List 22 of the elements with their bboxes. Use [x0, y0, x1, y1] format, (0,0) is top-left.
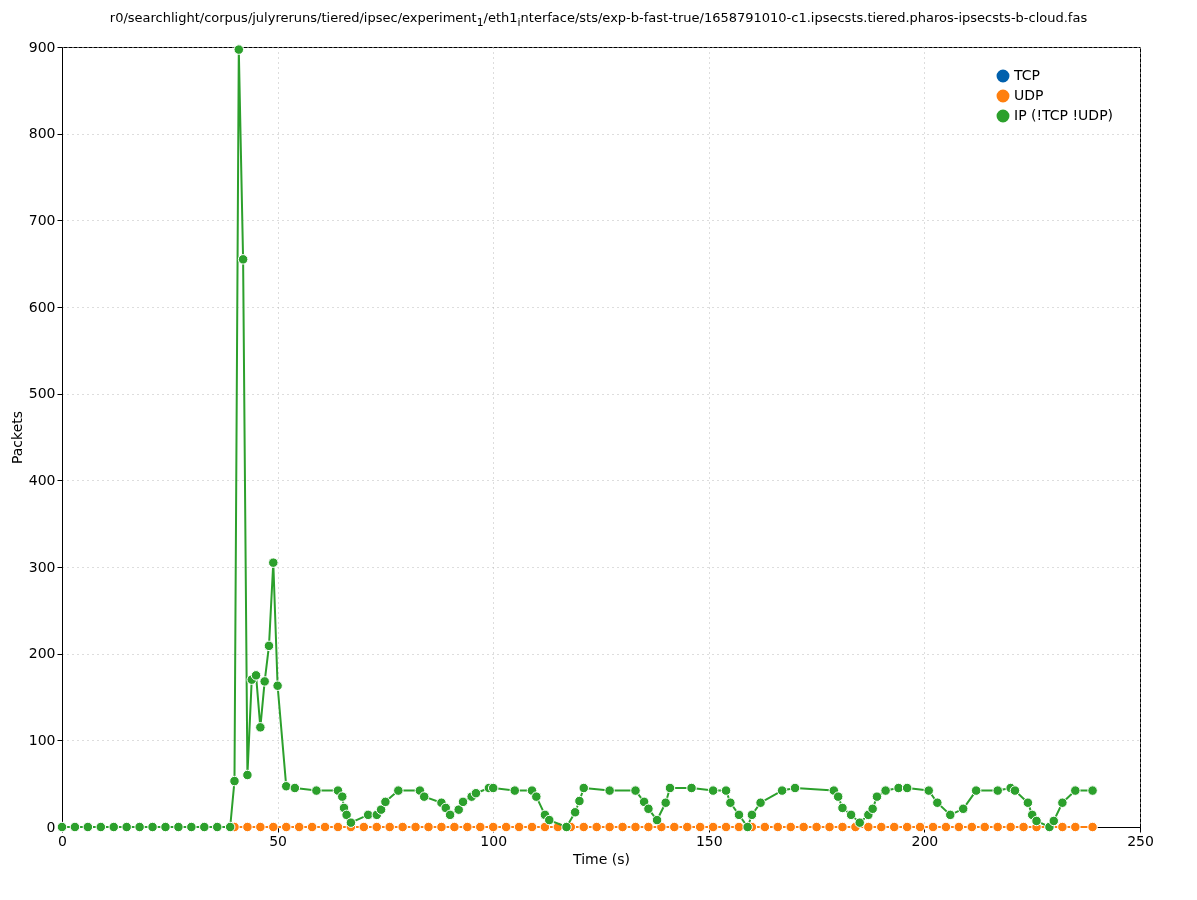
- y-tick-label: 900: [28, 38, 56, 55]
- chart-title: r0/searchlight/corpus/julyreruns/tiered/ipsec/experiment$_{1}$/eth1$_{i}$nterface/sts/exp-b-fast-true/1658791010-c1.ipsecsts.tiered.pharos-ipsecsts-b-cloud.fas: [108, 9, 1089, 31]
- y-tick-label: 400: [28, 471, 56, 488]
- legend-label: UDP: [1014, 87, 1044, 103]
- x-tick-label: 100: [480, 832, 508, 849]
- x-axis-title: Time (s): [572, 850, 630, 867]
- x-tick-label: 150: [695, 832, 723, 849]
- x-tick-label: 200: [911, 832, 939, 849]
- y-tick-label: 700: [28, 211, 56, 228]
- y-tick-label: 500: [28, 385, 56, 402]
- y-tick-label: 100: [28, 731, 56, 748]
- legend-label: TCP: [1013, 67, 1040, 83]
- y-axis-title: Packets: [8, 410, 25, 465]
- y-tick-label: 0: [46, 818, 56, 835]
- y-tick-label: 200: [28, 645, 56, 662]
- x-tick-label: 250: [1127, 832, 1154, 849]
- x-tick-label: 50: [269, 832, 288, 849]
- y-tick-label: 300: [28, 558, 56, 575]
- legend-label: IP (!TCP !UDP): [1014, 107, 1114, 123]
- x-tick-label: 0: [58, 832, 67, 849]
- y-tick-label: 800: [28, 125, 56, 142]
- y-tick-label: 600: [28, 298, 56, 315]
